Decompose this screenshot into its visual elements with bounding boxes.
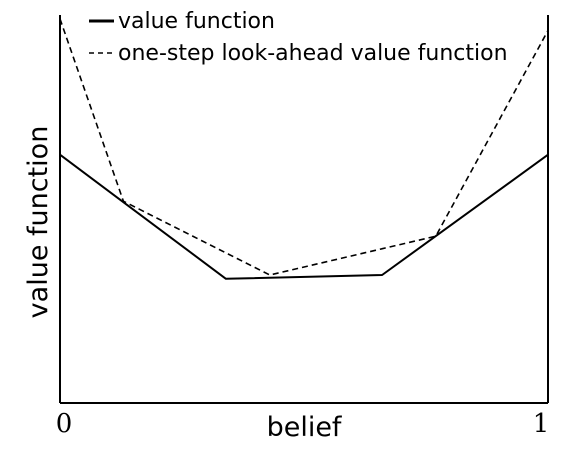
legend: value function one-step look-ahead value… xyxy=(89,9,508,66)
x-tick-label-1: 1 xyxy=(533,409,550,439)
series-line-0 xyxy=(59,153,549,280)
legend-label-value-function: value function xyxy=(118,9,275,34)
legend-label-one-step-look-ahead: one-step look-ahead value function xyxy=(118,41,508,66)
x-tick-label-0: 0 xyxy=(56,409,73,439)
series-layer xyxy=(59,18,549,280)
series-line-1 xyxy=(59,18,549,276)
x-axis-title: belief xyxy=(267,412,343,443)
y-axis-title: value function xyxy=(23,126,54,319)
axes xyxy=(59,15,549,404)
